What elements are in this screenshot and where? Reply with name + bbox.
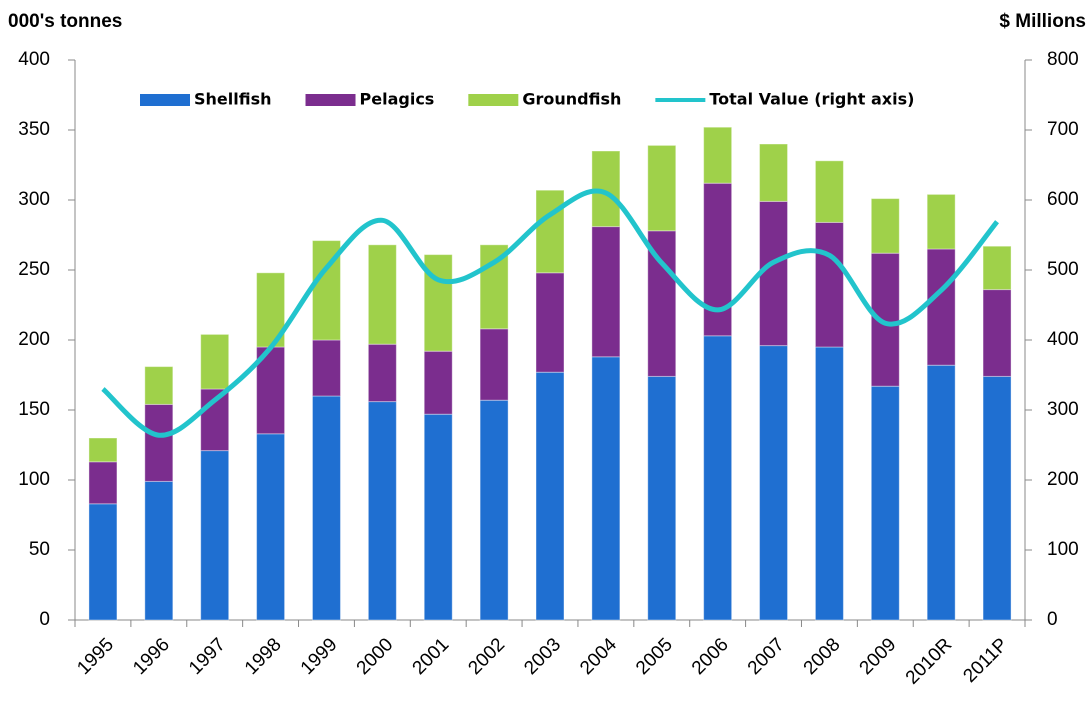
bar-segment bbox=[144, 366, 174, 405]
x-tick-label: 2007 bbox=[744, 634, 789, 679]
bar-segment bbox=[88, 503, 118, 621]
x-tick-label: 1996 bbox=[129, 634, 174, 679]
y-tick-label: 150 bbox=[18, 399, 50, 420]
y-tick-label: 100 bbox=[18, 469, 50, 490]
bar-segment bbox=[814, 160, 844, 223]
bar-segment bbox=[870, 198, 900, 254]
x-tick-label: 2011P bbox=[959, 634, 1012, 687]
x-tick-label: 2003 bbox=[520, 634, 565, 679]
bar-segment bbox=[479, 328, 509, 401]
y2-tick-label: 800 bbox=[1047, 49, 1079, 70]
bar-segment bbox=[647, 375, 677, 621]
bar-segment bbox=[311, 339, 341, 397]
y-tick-label: 200 bbox=[18, 329, 50, 350]
bar-segment bbox=[591, 226, 621, 358]
x-tick-label: 1998 bbox=[241, 634, 286, 679]
legend-label: Pelagics bbox=[360, 90, 435, 109]
y2-tick-label: 700 bbox=[1047, 119, 1079, 140]
x-tick-label: 2001 bbox=[409, 634, 454, 679]
legend-label: Groundfish bbox=[522, 90, 621, 109]
bar-segment bbox=[535, 189, 565, 274]
bar-segment bbox=[926, 193, 956, 250]
bar-segment bbox=[200, 450, 230, 621]
legend-label: Shellfish bbox=[194, 90, 272, 109]
y2-axis-label: $ Millions bbox=[999, 11, 1086, 32]
y2-tick-label: 500 bbox=[1047, 259, 1079, 280]
bar-segment bbox=[535, 371, 565, 621]
y-tick-label: 50 bbox=[29, 539, 50, 560]
x-tick-label: 2004 bbox=[576, 634, 621, 679]
bar-segment bbox=[759, 345, 789, 621]
bar-segment bbox=[535, 272, 565, 373]
legend-swatch bbox=[468, 94, 519, 106]
y2-tick-label: 600 bbox=[1047, 189, 1079, 210]
bar-segment bbox=[703, 335, 733, 621]
bar-segment bbox=[88, 461, 118, 505]
x-tick-label: 1995 bbox=[73, 634, 118, 679]
bar-segment bbox=[703, 126, 733, 184]
x-tick-label: 2009 bbox=[856, 634, 901, 679]
bar-segment bbox=[814, 346, 844, 621]
value-line bbox=[101, 188, 999, 438]
bar-segment bbox=[423, 413, 453, 621]
bar-segment bbox=[926, 248, 956, 366]
bar-segment bbox=[982, 289, 1012, 377]
x-tick-label: 2002 bbox=[464, 634, 509, 679]
y-tick-label: 300 bbox=[18, 189, 50, 210]
bar-segment bbox=[144, 480, 174, 621]
y2-tick-label: 100 bbox=[1047, 539, 1079, 560]
x-tick-label: 2008 bbox=[800, 634, 845, 679]
y-axis-label: 000's tonnes bbox=[8, 11, 122, 32]
legend-label: Total Value (right axis) bbox=[709, 90, 914, 109]
y-tick-label: 400 bbox=[18, 49, 50, 70]
x-tick-label: 2006 bbox=[688, 634, 733, 679]
bar-segment bbox=[144, 403, 174, 482]
y2-tick-label: 400 bbox=[1047, 329, 1079, 350]
bar-segment bbox=[759, 200, 789, 347]
bar-segment bbox=[926, 364, 956, 621]
bar-segment bbox=[256, 433, 286, 621]
x-tick-label: 2005 bbox=[632, 634, 677, 679]
legend-swatch bbox=[305, 94, 356, 106]
bar-segment bbox=[814, 221, 844, 348]
bar-segment bbox=[88, 437, 118, 463]
bar-segment bbox=[982, 245, 1012, 291]
bar-segment bbox=[311, 395, 341, 621]
bar-segment bbox=[479, 399, 509, 621]
bar-segment bbox=[367, 401, 397, 621]
bar-segment bbox=[367, 244, 397, 345]
x-tick-label: 1999 bbox=[297, 634, 342, 679]
x-tick-label: 2010R bbox=[902, 634, 956, 688]
bar-segment bbox=[703, 182, 733, 337]
y-tick-label: 250 bbox=[18, 259, 50, 280]
bar-segment bbox=[759, 143, 789, 202]
y2-tick-label: 200 bbox=[1047, 469, 1079, 490]
y-tick-label: 350 bbox=[18, 119, 50, 140]
legend-swatch bbox=[140, 94, 190, 106]
bar-segment bbox=[423, 350, 453, 415]
x-tick-label: 1997 bbox=[185, 634, 230, 679]
bar-segment bbox=[591, 356, 621, 621]
y2-tick-label: 0 bbox=[1047, 609, 1058, 630]
bar-segment bbox=[200, 333, 230, 390]
bar-segment bbox=[982, 375, 1012, 621]
bar-segment bbox=[647, 144, 677, 232]
y2-tick-label: 300 bbox=[1047, 399, 1079, 420]
bar-segment bbox=[367, 343, 397, 403]
y-tick-label: 0 bbox=[39, 609, 50, 630]
bar-segment bbox=[870, 385, 900, 621]
x-tick-label: 2000 bbox=[353, 634, 398, 679]
